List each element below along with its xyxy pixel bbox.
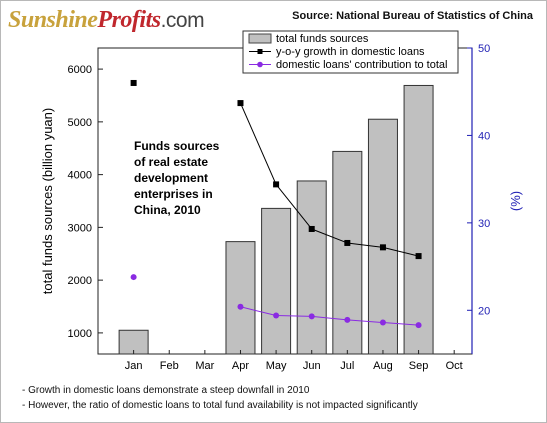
contribution-point-jul <box>344 316 351 323</box>
x-tick-label-jan: Jan <box>125 360 143 372</box>
legend-label-growth: y-o-y growth in domestic loans <box>276 46 425 58</box>
annotation-line-2: of real estate <box>134 155 208 169</box>
x-tick-label-may: May <box>266 360 287 372</box>
growth-line-segment <box>311 228 348 244</box>
growth-point-jul <box>344 239 351 246</box>
contribution-line-segment <box>240 306 277 317</box>
legend-box <box>242 30 459 74</box>
bar-aug <box>367 118 398 355</box>
contribution-point-jun <box>308 313 315 320</box>
bar-apr <box>225 241 256 355</box>
y-tick-label: 4000 <box>68 170 92 182</box>
legend: total funds sources y-o-y growth in dome… <box>242 30 459 74</box>
annotation-line-4: enterprises in <box>134 187 213 201</box>
contribution-point-sep <box>415 322 422 329</box>
contribution-line-segment <box>311 315 348 321</box>
x-tick-label-jul: Jul <box>340 360 354 372</box>
chart-annotation: Funds sources of real estate development… <box>134 139 220 217</box>
y-tick-label: 6000 <box>68 64 92 76</box>
contribution-point-jan <box>130 274 137 281</box>
growth-point-may <box>273 181 280 188</box>
site-logo: SunshineProfits.com <box>8 6 205 35</box>
note-line-1: - Growth in domestic loans demonstrate a… <box>22 385 310 396</box>
y-tick-label: 3000 <box>68 222 92 234</box>
legend-label-contribution: domestic loans' contribution to total <box>276 59 447 71</box>
legend-swatch-bar <box>248 33 272 44</box>
y2-tick-label: 30 <box>478 218 490 230</box>
contribution-point-apr <box>237 303 244 310</box>
legend-swatch-contribution-marker <box>257 61 263 68</box>
x-tick-label-oct: Oct <box>446 360 463 372</box>
growth-line-segment <box>347 242 384 248</box>
y2-tick-label: 40 <box>478 130 490 142</box>
annotation-line-1: Funds sources <box>134 139 220 153</box>
contribution-line-segment <box>382 322 419 326</box>
contribution-line-segment <box>276 315 312 317</box>
growth-point-sep <box>415 253 422 260</box>
growth-point-jan <box>130 79 137 86</box>
note-line-2: - However, the ratio of domestic loans t… <box>22 400 418 411</box>
contribution-point-may <box>273 312 280 319</box>
x-tick-label-mar: Mar <box>195 360 214 372</box>
x-tick-label-jun: Jun <box>303 360 321 372</box>
logo-word-com: .com <box>160 9 205 32</box>
x-tick-label-aug: Aug <box>373 360 393 372</box>
annotation-line-5: China, 2010 <box>134 203 201 217</box>
bar-jul <box>332 150 363 355</box>
growth-line-segment <box>275 184 313 230</box>
growth-line-segment <box>240 102 277 185</box>
growth-point-aug <box>379 244 386 251</box>
growth-point-apr <box>237 100 244 107</box>
y2-axis-label: (%) <box>508 191 523 211</box>
x-tick-label-feb: Feb <box>160 360 179 372</box>
y-tick-label: 2000 <box>68 275 92 287</box>
growth-point-jun <box>308 225 315 232</box>
x-tick-label-apr: Apr <box>232 360 249 372</box>
logo-word-sunshine: Sunshine <box>8 7 98 33</box>
y-tick-label: 1000 <box>68 328 92 340</box>
contribution-line-segment <box>347 319 383 324</box>
source-note: Source: National Bureau of Statistics of… <box>292 10 533 22</box>
legend-label-bar: total funds sources <box>276 33 369 45</box>
bar-may <box>261 207 292 355</box>
legend-swatch-growth-marker <box>257 49 263 54</box>
bar-sep <box>403 84 434 355</box>
growth-line-segment <box>382 246 419 257</box>
y-axis-label: total funds sources (billion yuan) <box>40 108 55 294</box>
x-tick-label-sep: Sep <box>409 360 429 372</box>
y-tick-label: 5000 <box>68 117 92 129</box>
contribution-point-aug <box>379 319 386 326</box>
y2-tick-label: 50 <box>478 43 490 55</box>
annotation-line-3: development <box>134 171 208 185</box>
y2-tick-label: 20 <box>478 305 490 317</box>
bar-jun <box>296 180 327 355</box>
logo-word-profits: Profits <box>97 7 161 33</box>
